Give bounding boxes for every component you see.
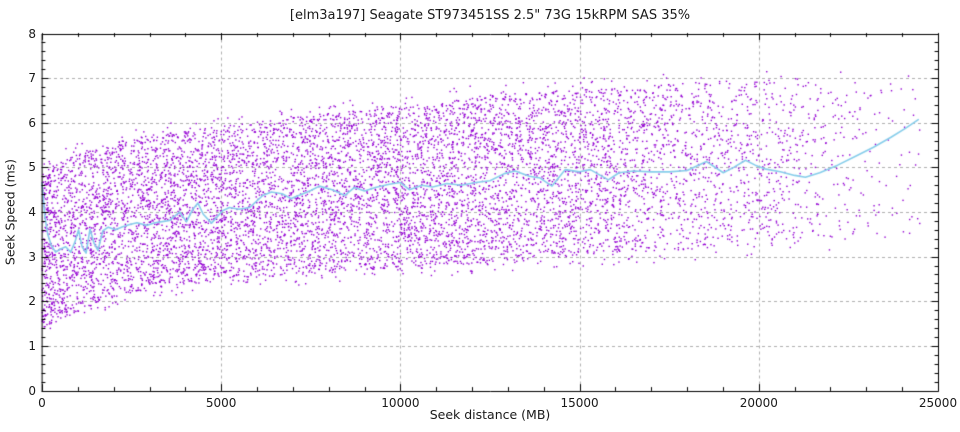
chart-title: [elm3a197] Seagate ST973451SS 2.5" 73G 1…	[289, 8, 691, 23]
x-tick-label: 25000	[918, 395, 958, 410]
y-tick-label: 0	[28, 383, 36, 398]
x-tick-label: 20000	[739, 395, 778, 410]
x-tick-label: 15000	[560, 395, 599, 410]
x-axis-label: Seek distance (MB)	[429, 407, 551, 422]
x-tick-label: 5000	[205, 395, 237, 410]
y-tick-label: 1	[28, 338, 36, 353]
y-tick-label: 2	[28, 294, 36, 309]
x-tick-label: 10000	[381, 395, 420, 410]
x-tick-label: 0	[38, 395, 46, 410]
y-tick-label: 8	[28, 26, 36, 41]
y-tick-label: 3	[28, 249, 36, 264]
y-tick-label: 5	[28, 160, 36, 175]
y-tick-label: 6	[28, 115, 36, 130]
y-tick-label: 7	[28, 71, 36, 86]
y-tick-label: 4	[28, 205, 36, 219]
